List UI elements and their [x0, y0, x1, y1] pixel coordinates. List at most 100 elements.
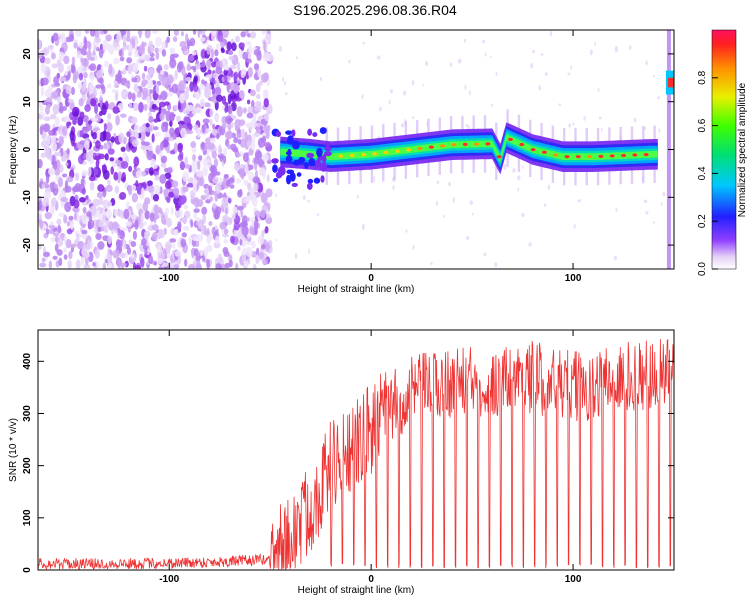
noise-blob — [54, 236, 59, 243]
speckle — [422, 83, 425, 87]
noise-blob — [144, 210, 151, 220]
noise-blob — [94, 104, 98, 114]
onset-blob — [285, 130, 293, 135]
noise-blob — [253, 219, 259, 229]
noise-blob — [150, 45, 155, 53]
noise-blob — [169, 111, 175, 122]
ridge-hotspot — [587, 155, 593, 159]
noise-blob — [230, 122, 234, 129]
noise-blob — [228, 55, 235, 61]
noise-blob — [119, 231, 125, 240]
noise-blob — [250, 141, 256, 151]
noise-blob — [213, 158, 219, 168]
noise-blob — [162, 76, 170, 88]
noise-blob — [40, 62, 46, 74]
noise-blob — [79, 130, 84, 138]
noise-blob — [193, 208, 200, 213]
noise-blob — [261, 153, 269, 162]
noise-blob — [131, 92, 136, 102]
noise-blob — [184, 156, 189, 165]
noise-blob — [214, 49, 219, 57]
noise-blob — [248, 44, 253, 54]
noise-blob — [262, 258, 269, 266]
noise-blob — [148, 57, 155, 62]
noise-blob — [246, 217, 250, 222]
noise-blob — [121, 89, 129, 100]
speckle — [530, 63, 534, 69]
noise-blob — [212, 176, 219, 184]
ridge-hotspot — [621, 153, 627, 158]
noise-blob — [66, 159, 72, 169]
noise-blob — [207, 69, 212, 75]
noise-blob — [258, 80, 264, 86]
noise-blob — [152, 194, 160, 202]
noise-blob — [84, 139, 90, 151]
noise-blob — [212, 123, 216, 130]
noise-blob — [123, 42, 127, 51]
noise-blob — [192, 30, 197, 35]
noise-blob — [131, 192, 139, 203]
noise-blob — [214, 224, 219, 230]
noise-blob — [164, 180, 172, 190]
colorbar-label: Normalized spectral amplitude — [737, 82, 748, 217]
noise-blob — [120, 30, 127, 37]
noise-blob — [83, 264, 91, 269]
noise-blob — [173, 142, 178, 154]
noise-blob — [200, 226, 205, 235]
noise-blob — [99, 89, 103, 99]
noise-blob — [222, 58, 226, 70]
noise-blob — [70, 243, 77, 248]
speckle — [517, 187, 520, 192]
noise-blob — [71, 186, 79, 193]
noise-blob — [148, 116, 154, 123]
onset-blob — [287, 135, 294, 145]
speckle — [547, 184, 551, 190]
noise-blob — [221, 76, 225, 83]
speckle — [464, 84, 467, 91]
noise-blob — [119, 56, 125, 62]
noise-blob — [158, 229, 166, 239]
noise-blob — [191, 147, 197, 153]
snr-x-tick-label: -100 — [159, 574, 179, 585]
noise-blob — [233, 162, 241, 172]
noise-blob — [243, 179, 249, 186]
noise-blob — [212, 202, 216, 209]
noise-blob — [146, 95, 151, 105]
noise-blob — [187, 104, 195, 112]
noise-blob — [124, 243, 130, 250]
noise-blob — [133, 156, 140, 167]
noise-blob — [51, 135, 56, 143]
noise-blob — [63, 214, 68, 224]
noise-blob — [44, 212, 52, 220]
noise-blob — [163, 64, 169, 71]
noise-blob — [241, 42, 245, 49]
noise-blob — [247, 66, 253, 78]
noise-blob — [77, 241, 83, 250]
noise-blob — [69, 130, 75, 142]
noise-blob — [59, 164, 64, 173]
noise-blob — [81, 170, 88, 177]
noise-blob — [42, 123, 50, 133]
noise-blob — [61, 173, 68, 178]
speckle — [643, 199, 648, 204]
noise-blob — [81, 214, 88, 225]
noise-blob — [130, 241, 137, 248]
noise-blob — [54, 243, 59, 252]
noise-blob — [44, 146, 51, 152]
noise-blob — [98, 196, 104, 206]
noise-blob — [222, 214, 229, 221]
noise-blob — [202, 158, 208, 167]
noise-blob — [255, 83, 261, 93]
onset-blob — [306, 182, 313, 190]
noise-blob — [215, 78, 220, 88]
noise-blob — [141, 237, 147, 247]
noise-blob — [255, 122, 261, 127]
noise-blob — [73, 42, 78, 49]
noise-blob — [254, 150, 263, 160]
noise-blob — [39, 262, 47, 268]
noise-blob — [38, 53, 43, 60]
noise-blob — [219, 221, 227, 230]
noise-blob — [260, 192, 268, 204]
noise-blob — [112, 249, 120, 259]
noise-blob — [99, 77, 104, 85]
